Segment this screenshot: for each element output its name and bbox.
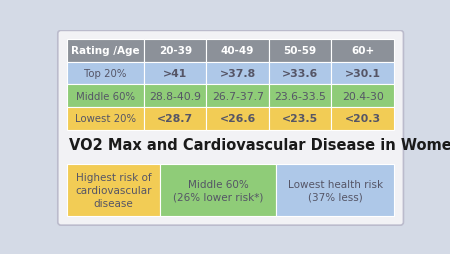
FancyBboxPatch shape (67, 85, 144, 107)
Text: 28.8-40.9: 28.8-40.9 (149, 91, 201, 101)
Text: VO2 Max and Cardiovascular Disease in Women: VO2 Max and Cardiovascular Disease in Wo… (69, 137, 450, 152)
FancyBboxPatch shape (67, 107, 144, 130)
Text: 23.6-33.5: 23.6-33.5 (274, 91, 326, 101)
Text: >30.1: >30.1 (345, 69, 381, 78)
FancyBboxPatch shape (276, 165, 394, 216)
Text: Lowest 20%: Lowest 20% (75, 114, 136, 124)
Text: <28.7: <28.7 (157, 114, 193, 124)
FancyBboxPatch shape (144, 40, 207, 62)
FancyBboxPatch shape (67, 165, 160, 216)
Text: 60+: 60+ (351, 46, 374, 56)
FancyBboxPatch shape (269, 62, 331, 85)
Text: <26.6: <26.6 (220, 114, 256, 124)
Text: <20.3: <20.3 (345, 114, 381, 124)
Text: >33.6: >33.6 (282, 69, 318, 78)
FancyBboxPatch shape (144, 62, 207, 85)
Text: 50-59: 50-59 (284, 46, 317, 56)
FancyBboxPatch shape (160, 165, 276, 216)
FancyBboxPatch shape (331, 107, 394, 130)
Text: Middle 60%
(26% lower risk*): Middle 60% (26% lower risk*) (173, 179, 264, 202)
FancyBboxPatch shape (207, 40, 269, 62)
FancyBboxPatch shape (207, 85, 269, 107)
FancyBboxPatch shape (331, 62, 394, 85)
FancyBboxPatch shape (67, 40, 144, 62)
Text: Lowest health risk
(37% less): Lowest health risk (37% less) (288, 179, 383, 202)
FancyBboxPatch shape (331, 85, 394, 107)
Text: Middle 60%: Middle 60% (76, 91, 135, 101)
FancyBboxPatch shape (58, 31, 404, 225)
FancyBboxPatch shape (67, 62, 144, 85)
Text: >41: >41 (163, 69, 187, 78)
FancyBboxPatch shape (144, 85, 207, 107)
Text: 40-49: 40-49 (221, 46, 254, 56)
Text: Top 20%: Top 20% (84, 69, 127, 78)
FancyBboxPatch shape (269, 107, 331, 130)
Text: Rating /Age: Rating /Age (71, 46, 140, 56)
Text: >37.8: >37.8 (220, 69, 256, 78)
FancyBboxPatch shape (144, 107, 207, 130)
FancyBboxPatch shape (207, 62, 269, 85)
Text: 26.7-37.7: 26.7-37.7 (212, 91, 264, 101)
FancyBboxPatch shape (269, 85, 331, 107)
Text: <23.5: <23.5 (282, 114, 318, 124)
Text: 20-39: 20-39 (159, 46, 192, 56)
Text: 20.4-30: 20.4-30 (342, 91, 384, 101)
FancyBboxPatch shape (269, 40, 331, 62)
FancyBboxPatch shape (207, 107, 269, 130)
FancyBboxPatch shape (331, 40, 394, 62)
Text: Highest risk of
cardiovascular
disease: Highest risk of cardiovascular disease (76, 172, 152, 209)
